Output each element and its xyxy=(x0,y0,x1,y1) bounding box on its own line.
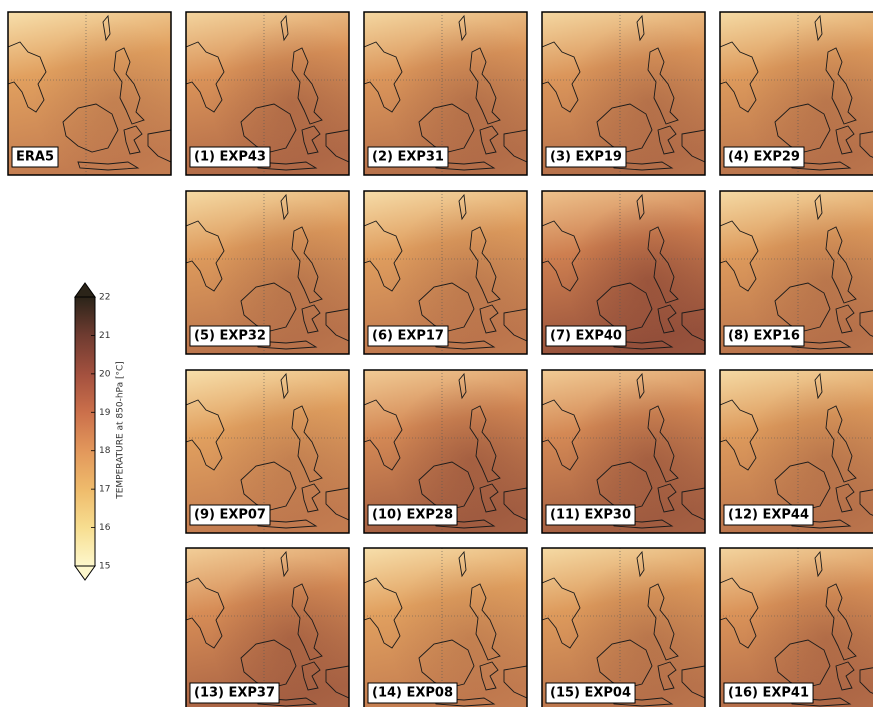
colorbar-tick-label: 20 xyxy=(99,369,111,379)
map-panel: (4) EXP29 xyxy=(720,12,873,175)
colorbar-label: TEMPERATURE at 850-hPa [°C] xyxy=(116,361,126,500)
panel-label: ERA5 xyxy=(16,150,54,165)
panel-label: (6) EXP17 xyxy=(372,329,444,344)
map-panel: (9) EXP07 xyxy=(186,370,349,533)
map-panel: (16) EXP41 xyxy=(720,548,873,707)
map-panel: (5) EXP32 xyxy=(186,191,349,354)
panel-label: (16) EXP41 xyxy=(728,686,809,701)
colorbar-tick-label: 18 xyxy=(99,446,111,456)
colorbar-body xyxy=(75,297,95,566)
panel-label: (10) EXP28 xyxy=(372,508,453,523)
colorbar-tick-label: 22 xyxy=(99,293,110,303)
colorbar-tick-label: 19 xyxy=(99,408,111,418)
panel-label: (7) EXP40 xyxy=(550,329,622,344)
panel-label: (4) EXP29 xyxy=(728,150,800,165)
map-panel: (7) EXP40 xyxy=(542,191,705,354)
map-panel: (8) EXP16 xyxy=(720,191,873,354)
figure: TEMPERATURE at 850-hPa [°C] 15 16 17 18 19 20… xyxy=(0,0,873,707)
map-panel: (12) EXP44 xyxy=(720,370,873,533)
colorbar: TEMPERATURE at 850-hPa [°C] 15 16 17 18 19 20… xyxy=(75,283,126,580)
panel-label: (8) EXP16 xyxy=(728,329,800,344)
panel-label: (13) EXP37 xyxy=(194,686,275,701)
map-panel: (15) EXP04 xyxy=(542,548,705,707)
map-panel: (1) EXP43 xyxy=(186,12,349,175)
colorbar-extend-max xyxy=(75,283,95,297)
panel-label: (11) EXP30 xyxy=(550,508,631,523)
map-panel: (2) EXP31 xyxy=(364,12,527,175)
colorbar-tick-label: 15 xyxy=(99,562,110,572)
panel-label: (12) EXP44 xyxy=(728,508,809,523)
map-panel: (10) EXP28 xyxy=(364,370,527,533)
panel-label: (1) EXP43 xyxy=(194,150,266,165)
colorbar-tick-label: 16 xyxy=(99,523,111,533)
map-panel: ERA5 xyxy=(8,12,171,175)
map-panel: (13) EXP37 xyxy=(186,548,349,707)
panel-label: (9) EXP07 xyxy=(194,508,266,523)
colorbar-tick-label: 17 xyxy=(99,485,110,495)
map-panel: (11) EXP30 xyxy=(542,370,705,533)
panel-label: (5) EXP32 xyxy=(194,329,266,344)
map-panel: (3) EXP19 xyxy=(542,12,705,175)
map-panel: (6) EXP17 xyxy=(364,191,527,354)
panel-label: (14) EXP08 xyxy=(372,686,453,701)
colorbar-extend-min xyxy=(75,566,95,580)
panel-label: (3) EXP19 xyxy=(550,150,622,165)
panel-label: (15) EXP04 xyxy=(550,686,631,701)
panel-label: (2) EXP31 xyxy=(372,150,444,165)
map-panel: (14) EXP08 xyxy=(364,548,527,707)
colorbar-tick-label: 21 xyxy=(99,331,110,341)
